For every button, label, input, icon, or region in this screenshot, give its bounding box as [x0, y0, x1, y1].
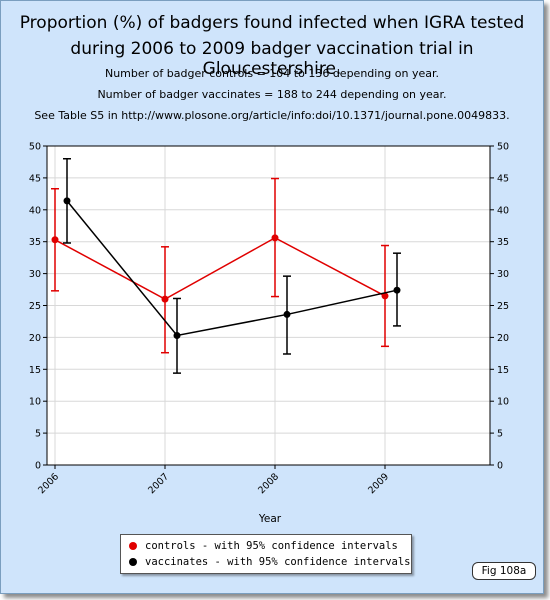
figure-tag: Fig 108a — [472, 562, 536, 580]
data-point-controls — [271, 234, 279, 242]
chart-subtitle-reference: See Table S5 in http://www.plosone.org/a… — [34, 109, 510, 122]
legend-item-vaccinates: vaccinates - with 95% confidence interva… — [129, 555, 411, 569]
y-tick-label-right: 35 — [497, 237, 509, 248]
y-tick-label-left: 10 — [29, 397, 41, 408]
y-tick-label-left: 35 — [29, 237, 41, 248]
y-tick-label-left: 40 — [29, 205, 41, 216]
data-point-controls — [161, 295, 169, 303]
x-axis-label: Year — [258, 513, 282, 525]
chart-title-line2: during 2006 to 2009 badger vaccination t… — [70, 39, 474, 79]
y-tick-label-right: 10 — [497, 397, 509, 408]
y-tick-label-right: 50 — [497, 142, 509, 153]
chart-title-line1: Proportion (%) of badgers found infected… — [19, 13, 525, 33]
data-point-vaccinates — [173, 331, 181, 339]
data-point-vaccinates — [63, 197, 71, 205]
data-point-vaccinates — [393, 286, 401, 294]
plot-area: 0 0 5 5 10 10 15 15 20 20 25 25 30 30 35 35 40 40 45 45 50 50… — [29, 142, 509, 497]
y-tick-label-right: 15 — [497, 365, 509, 376]
chart-legend: controls - with 95% confidence intervals… — [120, 534, 412, 574]
data-point-controls — [381, 292, 389, 300]
y-tick-label-right: 20 — [497, 333, 509, 344]
y-tick-label-left: 30 — [29, 269, 41, 280]
chart-subtitle-vaccinates: Number of badger vaccinates = 188 to 244… — [97, 88, 447, 101]
y-tick-label-left: 15 — [29, 365, 41, 376]
y-tick-label-right: 40 — [497, 205, 509, 216]
y-tick-label-right: 5 — [497, 429, 503, 440]
x-tick-label: 2006 — [36, 471, 61, 496]
data-point-controls — [51, 236, 59, 244]
y-tick-label-left: 50 — [29, 142, 41, 153]
y-tick-label-right: 30 — [497, 269, 509, 280]
y-tick-label-left: 5 — [35, 429, 41, 440]
y-tick-label-left: 25 — [29, 301, 41, 312]
chart-subtitle-controls: Number of badger controls = 104 to 136 d… — [104, 67, 440, 80]
legend-marker-vaccinates — [129, 558, 137, 566]
series-line-controls — [54, 237, 386, 300]
y-tick-label-left: 45 — [29, 173, 41, 184]
x-tick-label: 2009 — [366, 471, 391, 496]
y-tick-label-right: 0 — [497, 461, 503, 472]
legend-label-vaccinates: vaccinates - with 95% confidence interva… — [145, 556, 411, 568]
series-line-vaccinates — [66, 200, 398, 337]
y-tick-label-left: 0 — [35, 461, 41, 472]
y-tick-label-right: 45 — [497, 173, 509, 184]
plot-frame — [46, 145, 491, 466]
y-tick-label-left: 20 — [29, 333, 41, 344]
legend-label-controls: controls - with 95% confidence intervals — [145, 540, 398, 552]
data-point-vaccinates — [283, 310, 291, 318]
x-tick-label: 2008 — [256, 471, 281, 496]
x-tick-label: 2007 — [146, 471, 171, 496]
legend-item-controls: controls - with 95% confidence intervals — [129, 539, 398, 553]
y-tick-label-right: 25 — [497, 301, 509, 312]
legend-marker-controls — [129, 542, 137, 550]
